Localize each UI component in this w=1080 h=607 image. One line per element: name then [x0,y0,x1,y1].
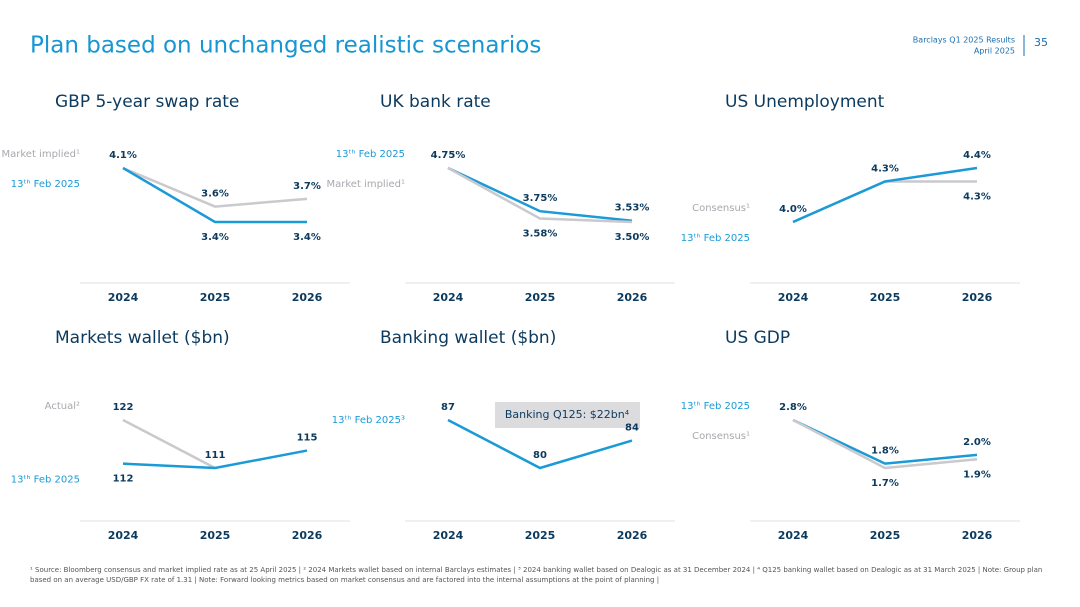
data-label: 3.7% [293,181,321,192]
data-label: 4.0% [779,204,807,215]
charts: Plan based on unchanged realistic scenar… [2,33,1049,543]
data-label: 4.4% [963,150,991,161]
data-label: 1.9% [963,469,991,480]
data-label: 4.3% [871,164,899,175]
chart-title: UK bank rate [380,92,491,112]
x-tick-label: 2025 [200,529,231,542]
slide-title: Plan based on unchanged realistic scenar… [30,33,541,59]
chart-title: US GDP [725,328,790,348]
legend-label: 13ᵗʰ Feb 2025³ [332,415,405,426]
series-line [792,166,978,224]
footnote: ¹ Source: Bloomberg consensus and market… [30,566,1043,584]
legend-label: Consensus¹ [692,203,750,214]
series-line [792,418,978,470]
data-label: 2.8% [779,402,807,413]
data-label: 4.1% [109,150,137,161]
chart-title: Banking wallet ($bn) [380,328,556,348]
legend-label: 13ᵗʰ Feb 2025 [681,233,750,244]
series-line [447,418,633,470]
data-label: 3.4% [201,232,229,243]
series-line [447,166,633,222]
data-label: 3.4% [293,232,321,243]
report-name: Barclays Q1 2025 Results [913,36,1015,45]
annotation-box [495,402,640,428]
x-tick-label: 2026 [962,291,993,304]
data-label: 3.6% [201,189,229,200]
series-line [122,449,308,470]
data-label: 112 [113,474,134,485]
data-label: 3.75% [523,193,558,204]
data-label: 111 [205,450,226,461]
data-label: 1.8% [871,446,899,457]
x-tick-label: 2026 [962,529,993,542]
data-label: 4.75% [431,150,466,161]
x-tick-label: 2024 [108,291,139,304]
series-line [122,166,307,224]
x-tick-label: 2026 [617,291,648,304]
x-tick-label: 2025 [200,291,231,304]
series-line [792,418,978,465]
x-tick-label: 2025 [525,529,556,542]
legend-label: 13ᵗʰ Feb 2025 [11,179,80,190]
data-label: 3.53% [615,203,650,214]
legend-label: Actual² [45,401,80,412]
data-label: 122 [113,402,134,413]
chart-title: GBP 5-year swap rate [55,92,239,112]
chart-title: Markets wallet ($bn) [55,328,230,348]
x-tick-label: 2024 [433,529,464,542]
series-line [792,180,977,224]
x-tick-label: 2026 [292,529,323,542]
x-tick-label: 2024 [778,529,809,542]
data-label: 1.7% [871,478,899,489]
legend-label: Consensus¹ [692,431,750,442]
annotation: Banking Q125: $22bn⁴ [505,408,630,421]
data-label: 3.58% [523,229,558,240]
data-label: 4.3% [963,192,991,203]
report-date: April 2025 [974,47,1015,56]
data-label: 84 [625,423,639,434]
data-label: 2.0% [963,437,991,448]
x-tick-label: 2024 [778,291,809,304]
chart-title: US Unemployment [725,92,885,112]
series-line [122,418,216,470]
x-tick-label: 2024 [108,529,139,542]
series-line [447,166,633,224]
series-line [122,166,308,208]
page-number: 35 [1034,36,1048,49]
x-tick-label: 2024 [433,291,464,304]
data-label: 87 [441,402,455,413]
legend-label: 13ᵗʰ Feb 2025 [681,401,750,412]
x-tick-label: 2026 [292,291,323,304]
data-label: 3.50% [615,232,650,243]
x-tick-label: 2025 [525,291,556,304]
x-tick-label: 2025 [870,291,901,304]
x-tick-label: 2026 [617,529,648,542]
legend-label: Market implied¹ [2,149,81,160]
data-label: 80 [533,450,547,461]
data-label: 115 [297,433,318,444]
x-tick-label: 2025 [870,529,901,542]
legend-label: 13ᵗʰ Feb 2025 [11,475,80,486]
legend-label: 13ᵗʰ Feb 2025 [336,149,405,160]
legend-label: Market implied¹ [327,179,406,190]
